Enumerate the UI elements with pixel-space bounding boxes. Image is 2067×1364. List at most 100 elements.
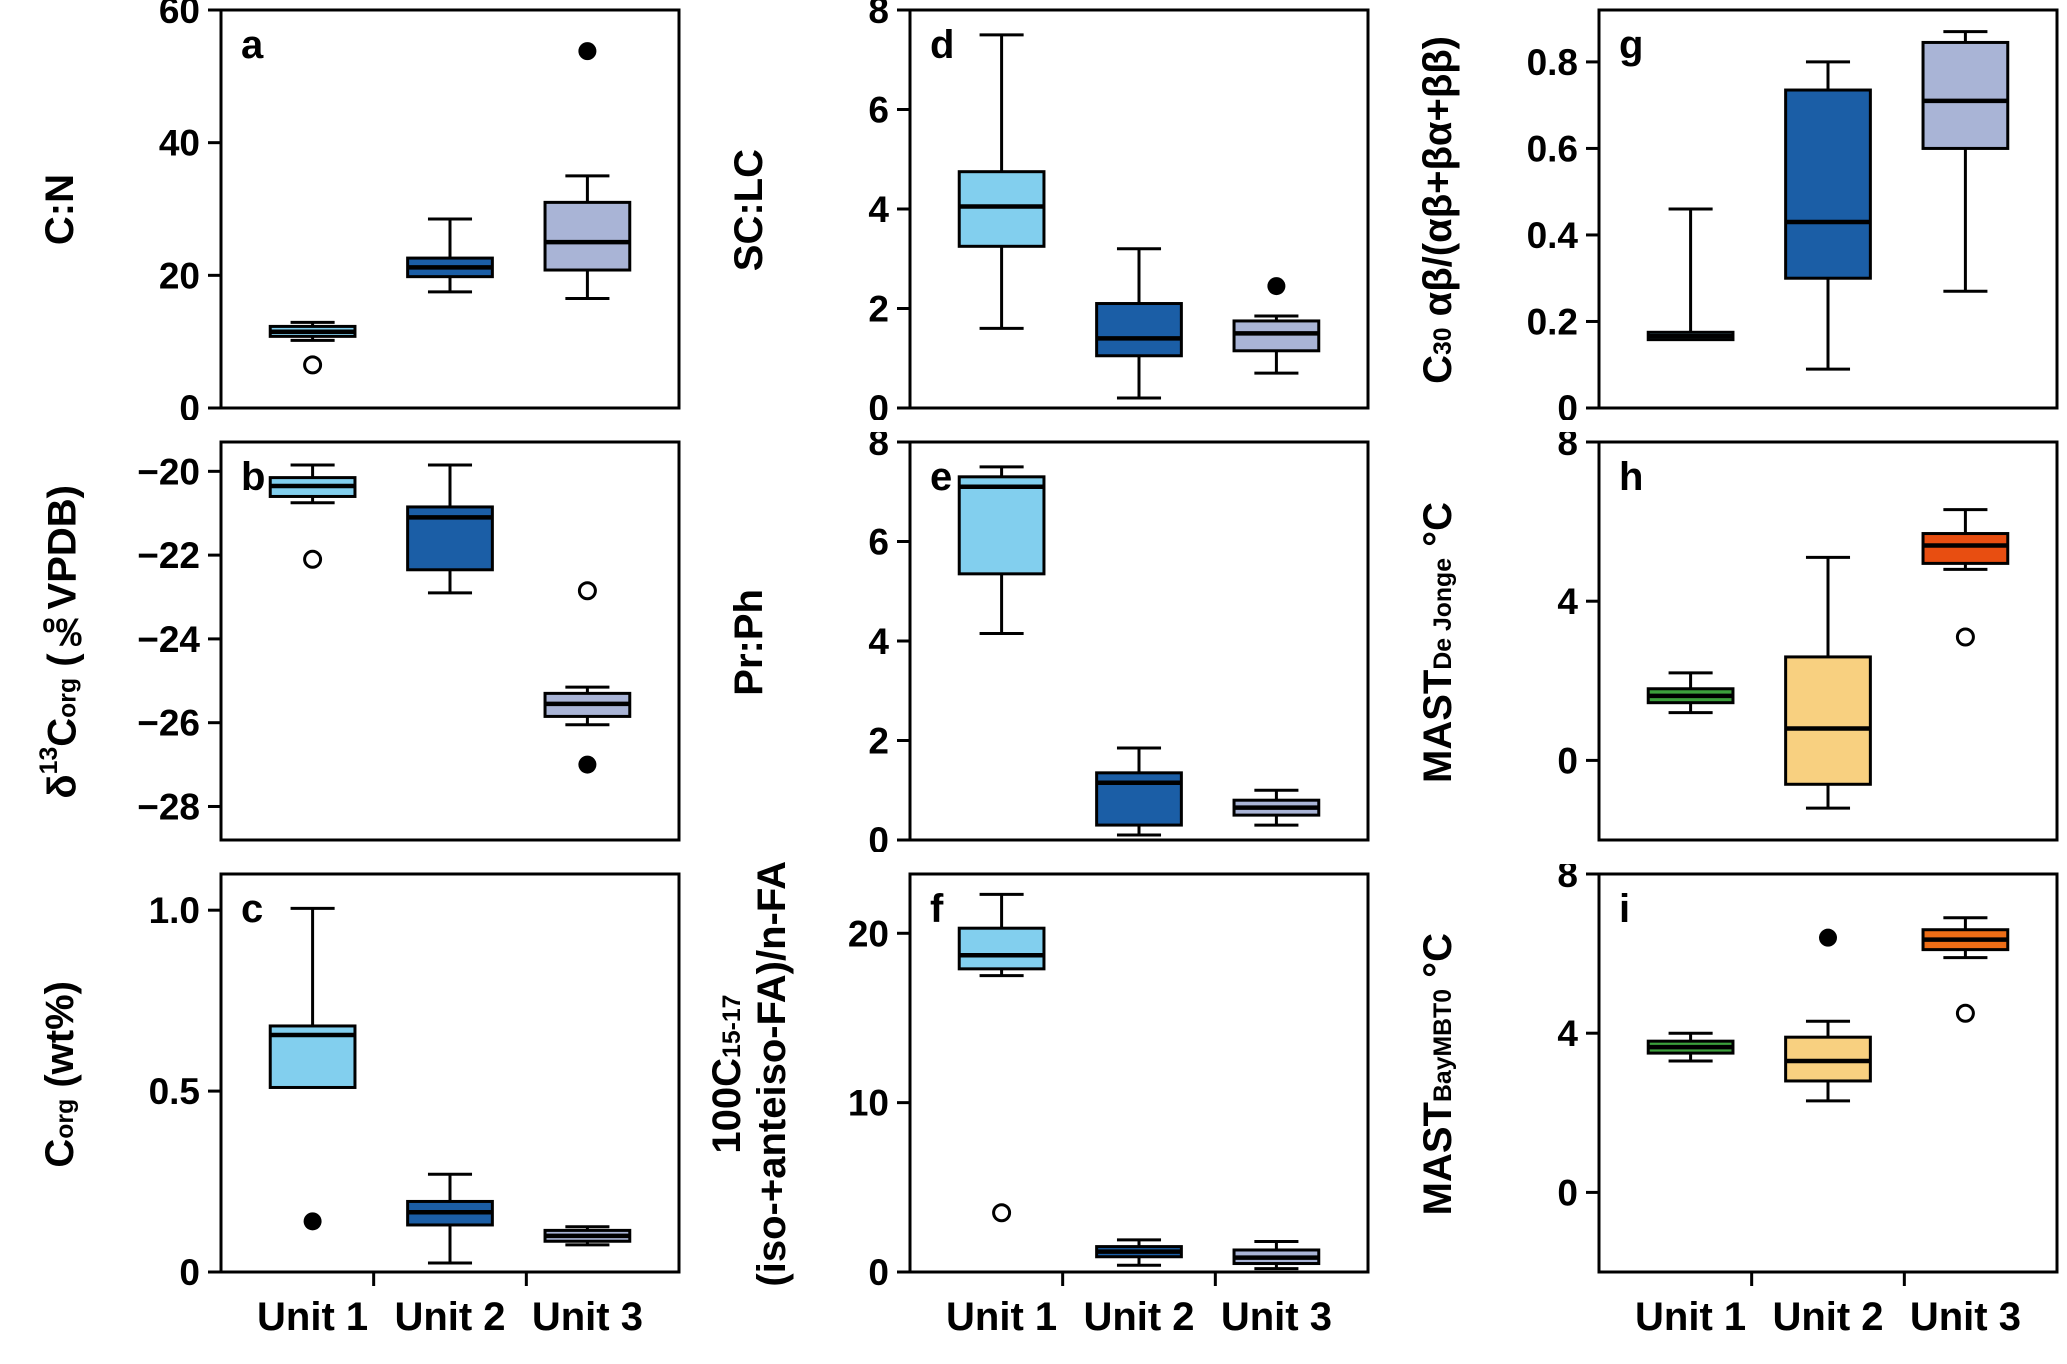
box-unit-2 (1095, 1238, 1183, 1267)
panel-c: Corg (wt%) 0 0.5 1.0 Unit 1 Unit 2 Unit 3 c (0, 864, 689, 1364)
y-tick-label: 10 (848, 1083, 889, 1124)
box-unit-1 (1646, 1031, 1735, 1063)
panel-f: 100C15-17 (iso-+anteiso-FA)/n-FA 0 10 20 Uni… (689, 861, 1378, 1364)
y-axis-label-b: δ13Corg (‰VPDB) (0, 432, 121, 852)
boxplot-chart-b: −28 −26 −24 −22 −20 b (137, 440, 681, 842)
y-tick-label: 0 (868, 388, 889, 420)
y-axis-label-line: SC:LC (727, 148, 772, 272)
boxplot-chart-i: 0 4 8 Unit 1 Unit 2 Unit 3 i (1557, 864, 2059, 1339)
y-tick-label: 8 (868, 432, 889, 463)
y-axis-label-line: Pr:Ph (727, 588, 772, 696)
plot-frame (1597, 8, 2059, 410)
iqr-box (957, 926, 1046, 971)
iqr-box (543, 200, 632, 272)
y-tick-label: −24 (137, 619, 200, 660)
box-unit-1 (957, 892, 1046, 1223)
y-tick-label: −28 (137, 786, 200, 827)
iqr-box (1784, 655, 1872, 786)
y-tick-label: 8 (1557, 864, 1578, 895)
iqr-box (1921, 532, 2010, 565)
panel-g: C30 αβ/(αβ+βα+ββ) 0 0.2 0.4 0.6 0.8 g (1378, 0, 2067, 432)
panel-letter: e (930, 455, 952, 499)
box-unit-3 (1921, 916, 2010, 1023)
outlier-filled (578, 42, 597, 61)
y-tick-label: 1.0 (149, 890, 200, 931)
box-unit-1 (268, 906, 357, 1231)
y-tick-label: 0 (1557, 1172, 1578, 1213)
box-unit-2 (406, 217, 494, 294)
box-unit-3 (543, 1225, 632, 1247)
plot-frame (219, 872, 681, 1274)
plot-frame (1597, 440, 2059, 842)
y-tick-label: 0 (868, 1252, 889, 1293)
y-tick-label: 0.6 (1527, 128, 1578, 169)
box-unit-3 (543, 42, 632, 301)
box-unit-3 (1921, 508, 2010, 647)
x-tick-label: Unit 3 (532, 1295, 643, 1339)
y-axis-label-text: MASTBayMBT0 °C (1416, 933, 1461, 1215)
y-tick-label: −20 (137, 451, 200, 492)
y-axis-label-text: C:N (38, 174, 83, 245)
y-tick-label: 4 (1557, 1013, 1578, 1054)
subscript: 30 (1430, 327, 1458, 356)
y-axis-label-c: Corg (wt%) (0, 864, 121, 1284)
panel-letter: b (241, 455, 265, 499)
boxplot-chart-f: 0 10 20 Unit 1 Unit 2 Unit 3 f (848, 872, 1370, 1339)
subscript: org (52, 1098, 80, 1139)
y-tick-label: 20 (159, 255, 200, 296)
y-axis-label-i: MASTBayMBT0 °C (1378, 864, 1499, 1284)
y-axis-label-f: 100C15-17 (iso-+anteiso-FA)/n-FA (689, 861, 810, 1287)
box-unit-1 (957, 465, 1046, 636)
panel-e: Pr:Ph 0 2 4 6 8 e (689, 432, 1378, 864)
outlier-filled (578, 755, 597, 774)
boxplot-chart-a: 0 20 40 60 a (159, 0, 681, 420)
plot-frame (908, 872, 1370, 1274)
boxplot-chart-c: 0 0.5 1.0 Unit 1 Unit 2 Unit 3 c (149, 872, 681, 1339)
box-unit-2 (1095, 746, 1183, 837)
outlier-open (303, 355, 323, 375)
x-tick-label: Unit 3 (1221, 1295, 1332, 1339)
panel-letter: h (1619, 455, 1643, 499)
y-tick-label: 60 (159, 0, 200, 31)
y-axis-label-text: Corg (wt%) (38, 981, 83, 1168)
y-axis-label-line: C:N (38, 174, 83, 246)
box-unit-1 (1646, 671, 1735, 715)
outlier-open (303, 549, 323, 569)
panel-h: MASTDe Jonge °C 0 4 8 h (1378, 432, 2067, 864)
y-tick-label: 0 (179, 1252, 200, 1293)
y-axis-label-text: 100C15-17 (iso-+anteiso-FA)/n-FA (705, 861, 795, 1287)
boxplot-chart-d: 0 2 4 6 8 d (868, 0, 1370, 420)
plot-frame (219, 440, 681, 842)
y-axis-label-line: 100C15-17 (704, 994, 749, 1154)
y-axis-label-line: C30 αβ/(αβ+βα+ββ) (1416, 36, 1461, 384)
y-tick-label: 2 (868, 721, 889, 762)
y-tick-label: 8 (1557, 432, 1578, 463)
panel-letter: c (241, 887, 263, 931)
panel-d: SC:LC 0 2 4 6 8 d (689, 0, 1378, 432)
panel-i: MASTBayMBT0 °C 0 4 8 Unit 1 Unit 2 Unit 3 i (1378, 864, 2067, 1364)
y-axis-label-text: C30 αβ/(αβ+βα+ββ) (1416, 36, 1461, 384)
box-unit-1 (268, 463, 357, 569)
y-tick-label: 2 (868, 289, 889, 330)
x-tick-label: Unit 1 (257, 1295, 368, 1339)
subscript: 15-17 (718, 994, 746, 1058)
box-unit-2 (1784, 928, 1872, 1103)
y-axis-label-d: SC:LC (689, 0, 810, 420)
box-unit-3 (1232, 1240, 1321, 1271)
y-tick-label: 40 (159, 123, 200, 164)
subscript: De Jonge (1430, 557, 1458, 670)
y-axis-label-text: SC:LC (727, 149, 772, 271)
iqr-box (1784, 88, 1872, 280)
x-tick-label: Unit 1 (1635, 1295, 1746, 1339)
iqr-box (957, 475, 1046, 576)
panel-b: δ13Corg (‰VPDB) −28 −26 −24 −22 −20 b (0, 432, 689, 864)
box-unit-1 (268, 320, 357, 375)
outlier-filled (1267, 277, 1286, 296)
y-tick-label: 4 (1557, 581, 1578, 622)
panel-letter: d (930, 23, 954, 67)
panel-letter: a (241, 23, 264, 67)
outlier-open (1955, 1003, 1975, 1023)
x-tick-label: Unit 2 (1083, 1295, 1194, 1339)
iqr-box (957, 170, 1046, 248)
